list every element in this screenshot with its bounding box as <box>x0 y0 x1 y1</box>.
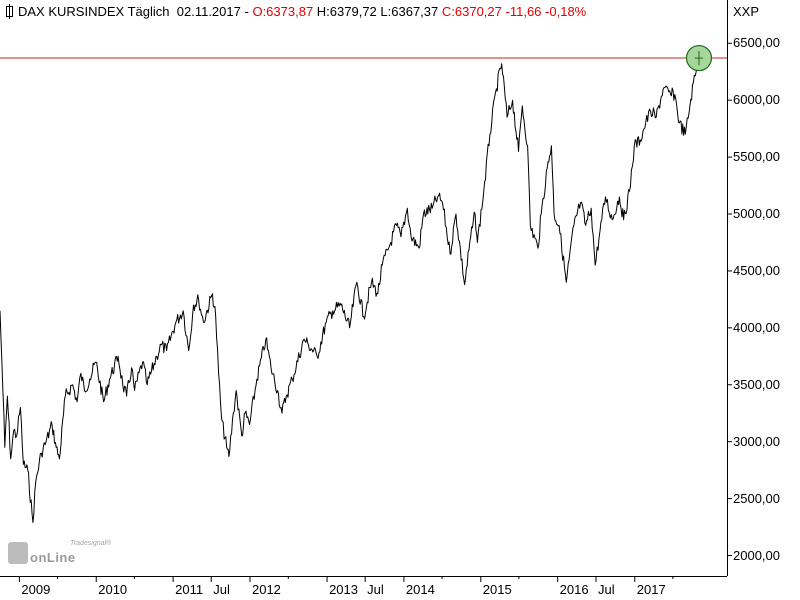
x-tick-label: 2009 <box>21 582 51 597</box>
x-tick-label: 2012 <box>251 582 281 597</box>
price-series-line <box>0 58 700 523</box>
y-tick-label: 6000,00 <box>733 92 780 108</box>
x-tick-label: 2016 <box>559 582 589 597</box>
x-tick-label: 2013 <box>329 582 358 597</box>
x-tick-label: 2015 <box>482 582 512 597</box>
close-value: C:6370,27 <box>441 4 502 19</box>
low-value: L:6367,37 <box>380 4 439 19</box>
logo-superscript: Tradesignal® <box>70 540 112 547</box>
header-separator: - <box>244 4 249 19</box>
x-tick-label: Jul <box>367 582 384 597</box>
y-tick-label: 3000,00 <box>733 433 780 449</box>
change-value: -11,66 <box>505 4 542 19</box>
logo-text: onLine <box>30 550 76 565</box>
y-tick-label: 4000,00 <box>733 319 780 335</box>
y-tick-label: 2000,00 <box>733 547 780 563</box>
tradesignal-logo: Tradesignal® onLine <box>8 538 112 568</box>
x-tick-label: 2011 <box>175 582 204 597</box>
y-tick-label: 3500,00 <box>733 376 780 392</box>
x-tick-label: 2014 <box>405 582 435 597</box>
y-tick-label: 4500,00 <box>733 262 780 278</box>
x-tick-label: Jul <box>213 582 230 597</box>
chart-window-icon[interactable] <box>6 4 13 19</box>
instrument-name: DAX KURSINDEX <box>18 4 125 19</box>
change-percent: -0,18% <box>545 4 587 19</box>
y-tick-label: 2500,00 <box>733 490 780 506</box>
x-tick-label: 2017 <box>636 582 666 597</box>
y-tick-label: 6500,00 <box>733 35 780 51</box>
x-tick-label: 2010 <box>98 582 128 597</box>
high-value: H:6379,72 <box>316 4 377 19</box>
period-label: Täglich <box>127 4 170 19</box>
x-tick-label: Jul <box>598 582 615 597</box>
y-tick-label: 5500,00 <box>733 149 780 165</box>
logo-badge <box>8 542 28 564</box>
chart-header: DAX KURSINDEX Täglich 02.11.2017 - O:637… <box>6 4 586 19</box>
axis-symbol: XXP <box>733 4 760 19</box>
open-value: O:6373,87 <box>252 4 314 19</box>
y-tick-label: 5000,00 <box>733 206 780 221</box>
quote-date: 02.11.2017 <box>176 4 241 19</box>
